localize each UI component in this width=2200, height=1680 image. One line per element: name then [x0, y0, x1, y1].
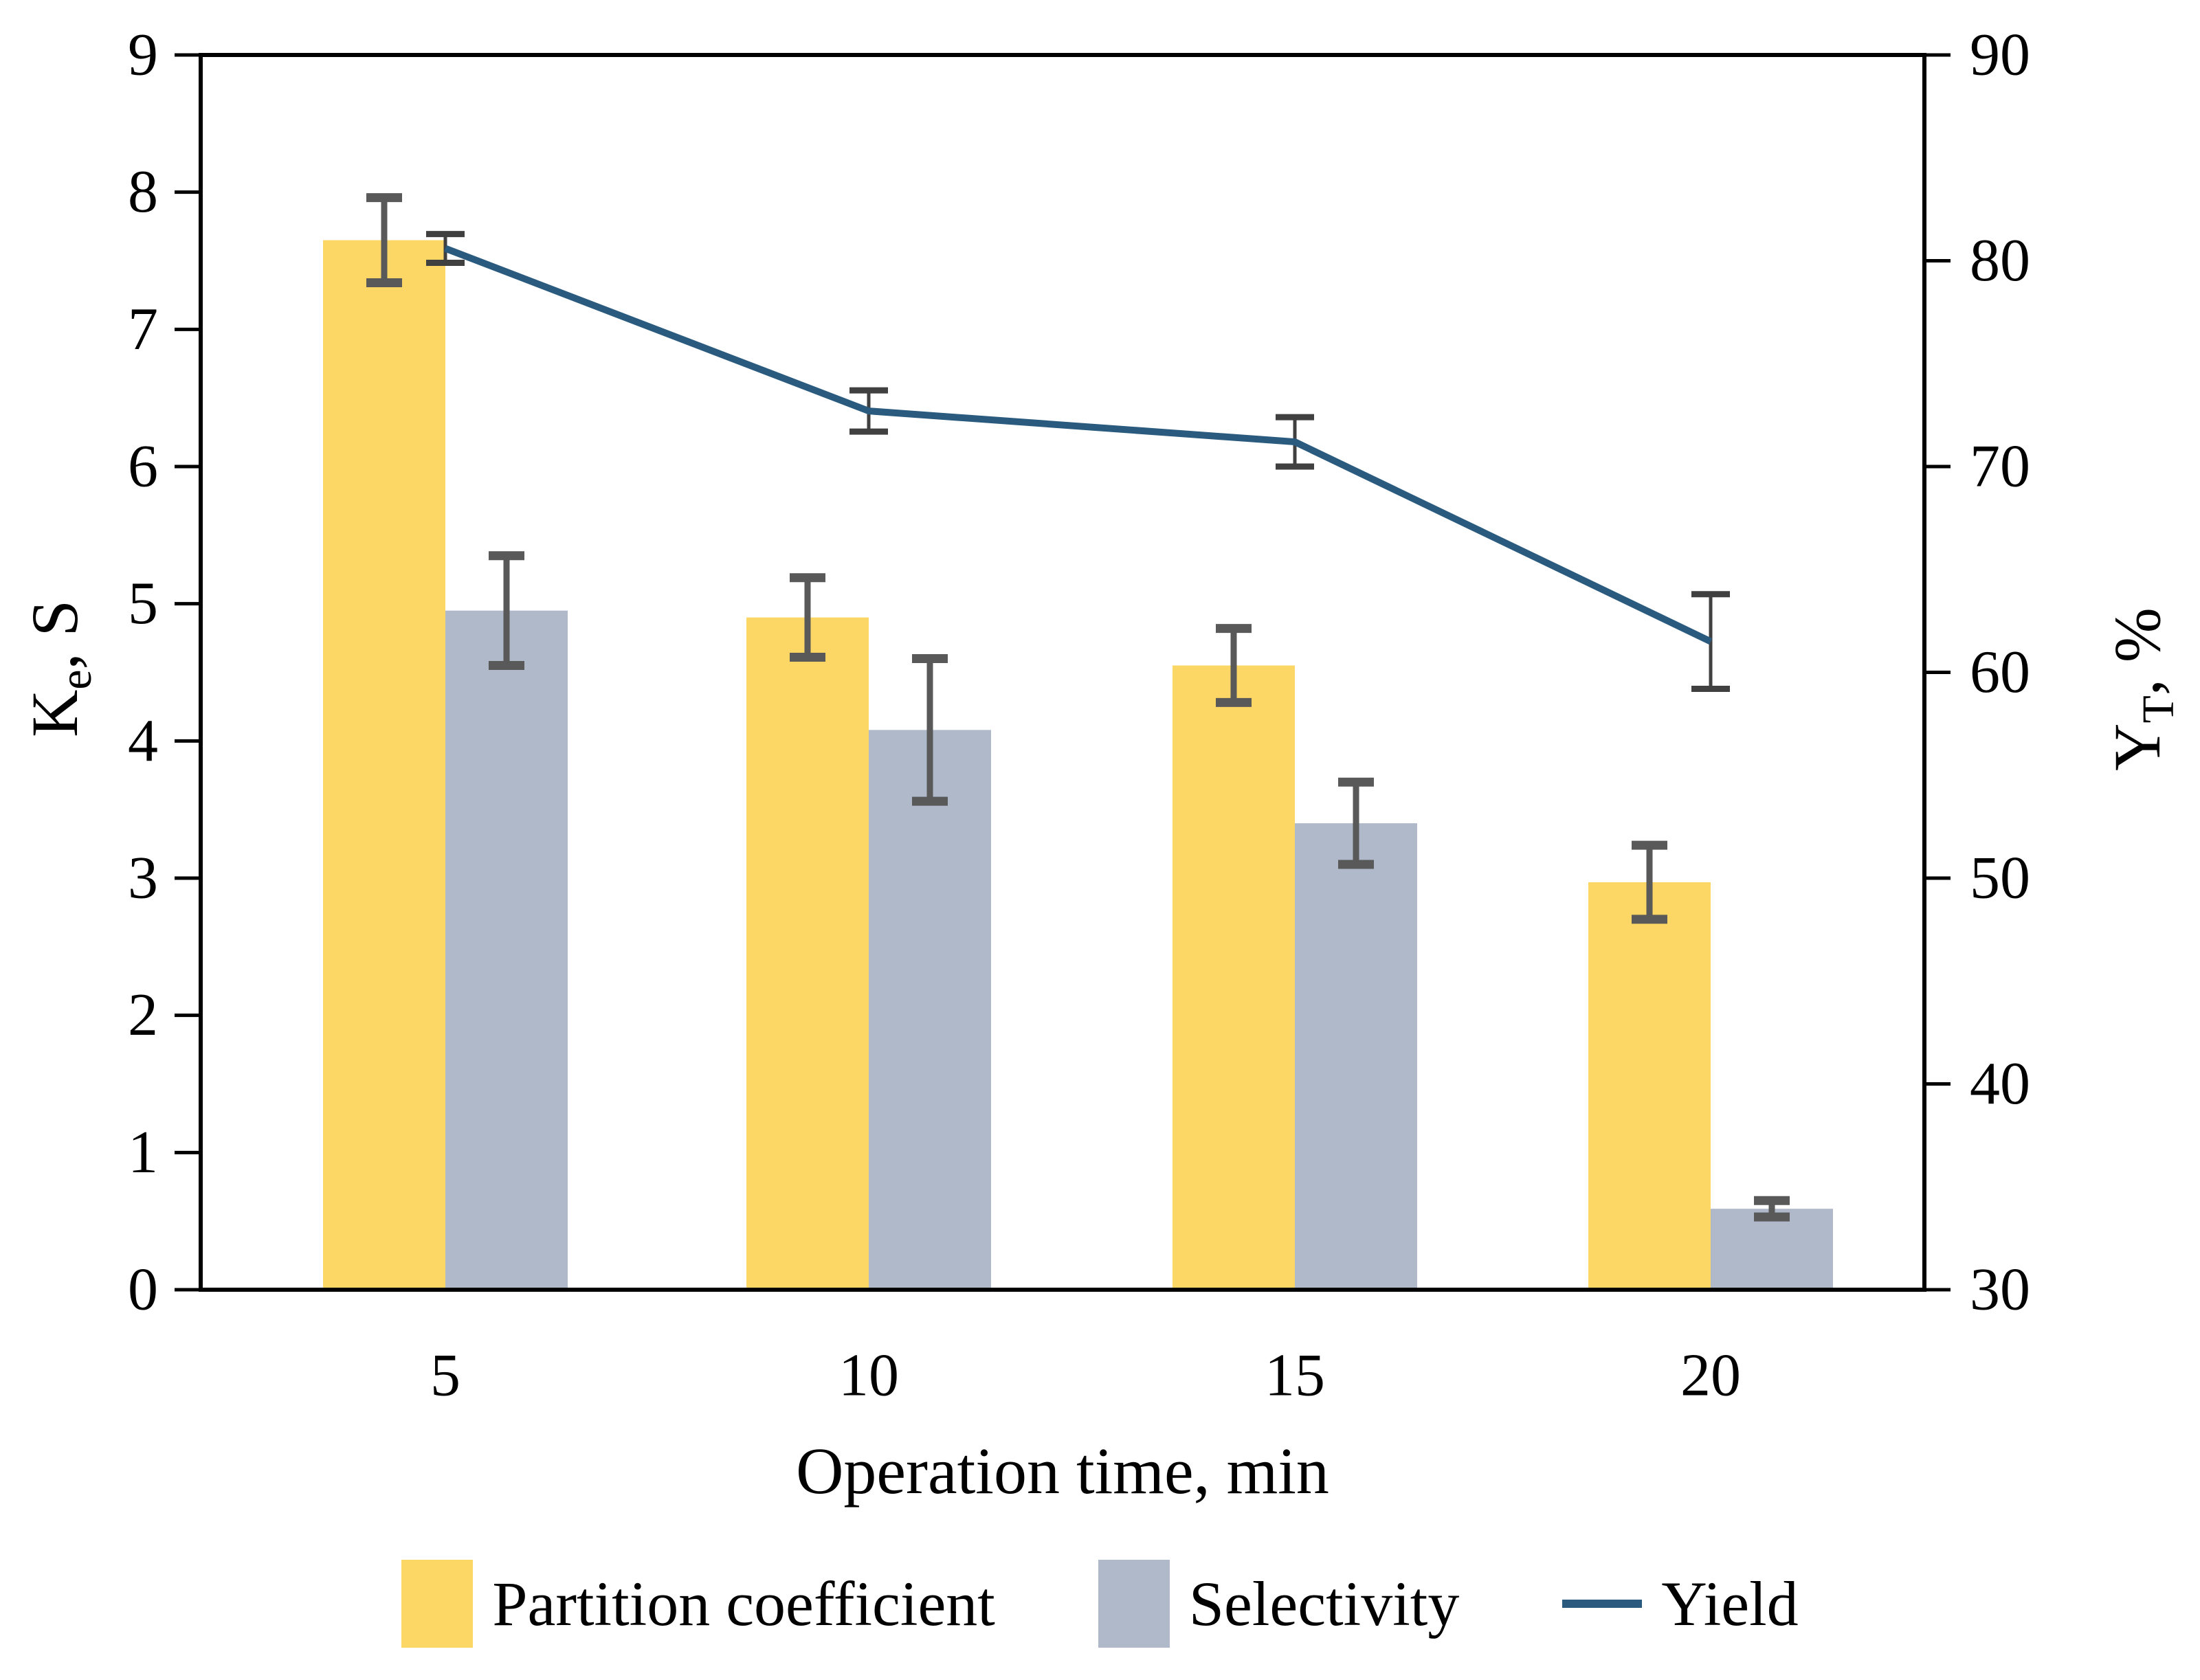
error-bar [1632, 840, 1667, 924]
left-axis-tick-label: 9 [128, 22, 158, 89]
bar-error-bars-layer [366, 193, 1790, 1222]
right-axis-tick-label: 60 [1970, 639, 2030, 706]
legend-item-yield: Yield [1562, 1567, 1799, 1640]
legend-item-selectivity: Selectivity [1098, 1560, 1459, 1648]
left-axis-tick-label: 1 [128, 1119, 158, 1186]
right-axis-title-subscript: T [2133, 695, 2184, 724]
selectivity-bar [445, 610, 568, 1290]
error-bar [1754, 1196, 1790, 1222]
left-axis-title-subscript: e [51, 669, 102, 690]
left-axis-tick-label: 8 [128, 159, 158, 225]
x-axis-tick-label: 5 [430, 1343, 460, 1409]
yield-line-swatch-icon [1562, 1600, 1643, 1608]
left-axis-title: Ke, S [18, 531, 101, 806]
axes-layer: 0 1 2 3 4 5 6 7 8 9 30 40 50 60 70 80 90 5 10 15 20 [128, 22, 2030, 1409]
x-axis-tick-label: 15 [1265, 1343, 1325, 1409]
left-axis-title-units: , S [18, 600, 91, 670]
right-axis-tick-label: 80 [1970, 227, 2030, 294]
error-bar [912, 654, 948, 806]
partition-coefficient-swatch-icon [401, 1560, 474, 1648]
partition-coefficient-bar [1173, 665, 1295, 1290]
error-bar [489, 551, 524, 671]
left-axis-tick-label: 6 [128, 434, 158, 500]
legend-label-yield: Yield [1661, 1569, 1799, 1639]
right-axis-title: YT, % [2100, 552, 2184, 827]
partition-coefficient-bar [1588, 882, 1711, 1290]
legend: Partition coefficient Selectivity Yield [0, 1560, 2200, 1648]
error-bar [1338, 777, 1374, 869]
x-axis-title: Operation time, min [796, 1434, 1329, 1508]
left-axis-tick-label: 0 [128, 1257, 158, 1323]
bars-layer [323, 240, 1833, 1290]
left-axis-tick-label: 5 [128, 570, 158, 637]
error-bar [366, 193, 402, 287]
left-axis-tick-label: 3 [128, 845, 158, 912]
right-axis-tick-label: 40 [1970, 1051, 2030, 1117]
selectivity-bar [869, 730, 991, 1290]
right-axis-tick-label: 50 [1970, 845, 2030, 912]
yield-line-layer [426, 231, 1730, 692]
error-bar [1216, 624, 1252, 707]
legend-label-selectivity: Selectivity [1188, 1569, 1460, 1639]
partition-coefficient-bar [323, 240, 445, 1290]
left-axis-title-symbol: K [18, 689, 91, 738]
partition-coefficient-bar [746, 617, 869, 1290]
right-axis-title-symbol: Y [2100, 723, 2174, 771]
right-axis-tick-label: 70 [1970, 434, 2030, 500]
selectivity-bar [1711, 1209, 1833, 1290]
x-axis-tick-label: 10 [838, 1343, 899, 1409]
yield-line [444, 245, 1713, 645]
selectivity-swatch-icon [1098, 1560, 1170, 1648]
selectivity-bar [1295, 823, 1417, 1290]
left-axis-tick-label: 4 [128, 708, 158, 774]
legend-item-partition-coefficient: Partition coefficient [401, 1560, 995, 1648]
x-axis-tick-label: 20 [1680, 1343, 1741, 1409]
left-axis-tick-label: 2 [128, 982, 158, 1049]
right-axis-title-units: , % [2100, 607, 2174, 696]
left-axis-tick-label: 7 [128, 296, 158, 363]
error-bar [790, 573, 825, 662]
legend-label-partition-coefficient: Partition coefficient [492, 1569, 995, 1639]
right-axis-tick-label: 90 [1970, 22, 2030, 89]
right-axis-tick-label: 30 [1970, 1257, 2030, 1323]
